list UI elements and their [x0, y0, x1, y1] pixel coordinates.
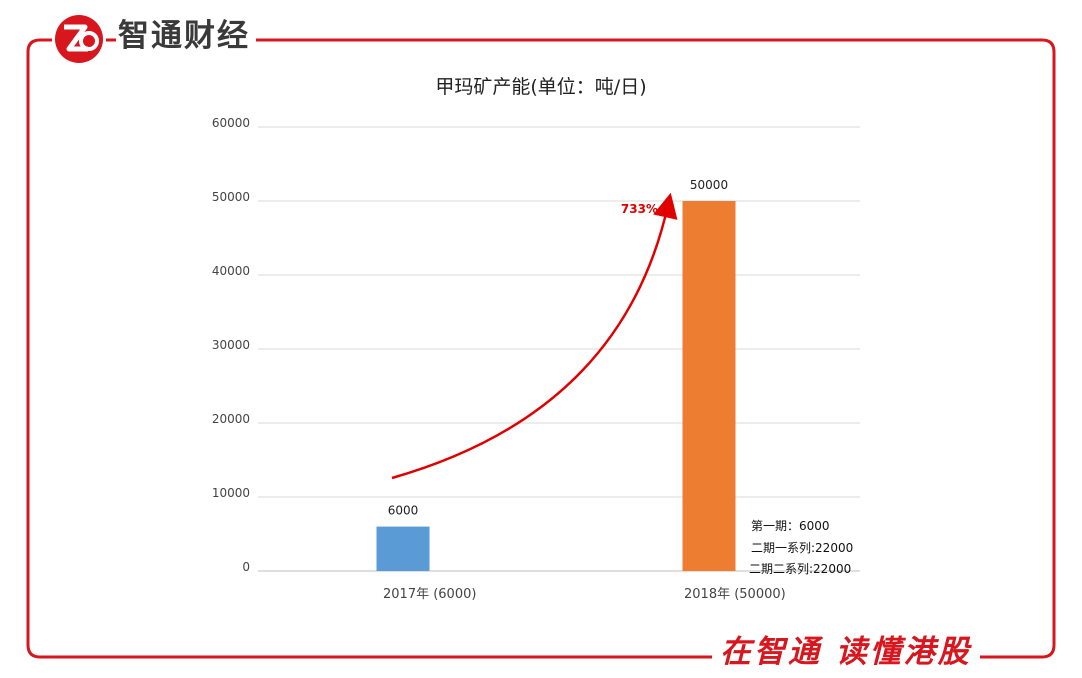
- slogan: 在智通 读懂港股: [712, 630, 980, 674]
- chart-title: 甲玛矿产能(单位：吨/日): [435, 76, 647, 98]
- y-tick-label: 10000: [211, 486, 250, 500]
- data-label: 50000: [690, 178, 728, 192]
- bar: [682, 201, 736, 571]
- note-phase-2-series-1: 二期一系列:22000: [751, 541, 854, 555]
- y-tick-label: 50000: [211, 190, 250, 204]
- bars: [376, 201, 736, 571]
- y-tick-label: 40000: [211, 264, 250, 278]
- x-category-label: 2017年 (6000): [383, 587, 477, 602]
- growth-arrow: [391, 192, 678, 480]
- brand-name: 智通财经: [116, 16, 256, 56]
- y-tick-label: 20000: [211, 412, 250, 426]
- data-label: 6000: [388, 504, 419, 518]
- data-labels: 6000 50000: [388, 178, 728, 518]
- note-phase-1: 第一期：6000: [751, 519, 830, 533]
- x-category-label: 2018年 (50000): [684, 587, 786, 602]
- note-phase-2-series-2: 二期二系列:22000: [749, 562, 852, 576]
- y-tick-label: 0: [242, 560, 250, 574]
- y-tick-label: 30000: [211, 338, 250, 352]
- gridlines: [258, 126, 860, 572]
- y-tick-label: 60000: [211, 116, 250, 130]
- bar: [376, 526, 430, 571]
- growth-annotation: 733%: [621, 202, 658, 216]
- brand-logo-icon: [52, 13, 106, 65]
